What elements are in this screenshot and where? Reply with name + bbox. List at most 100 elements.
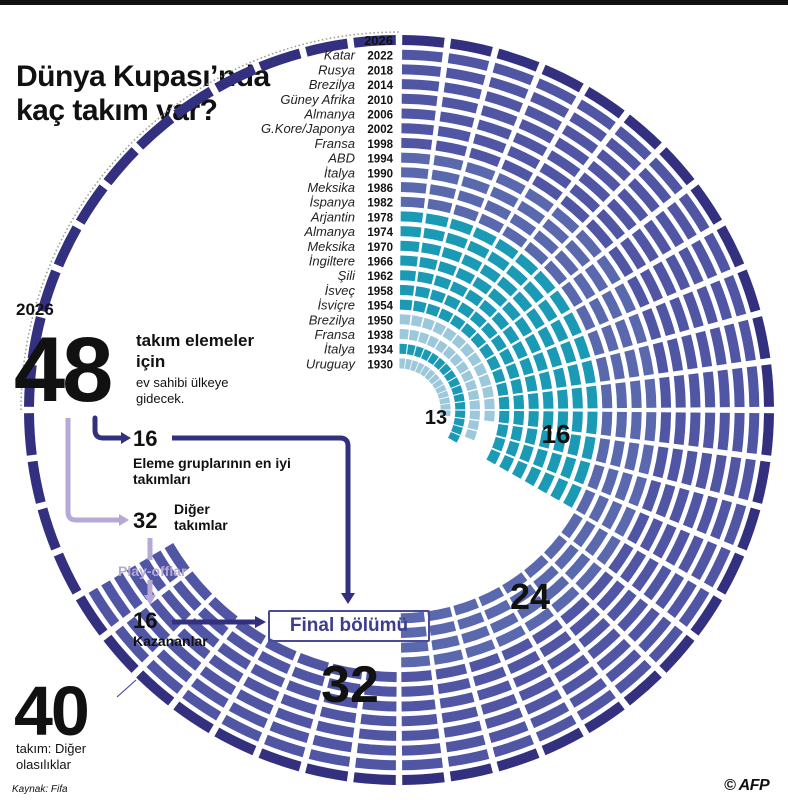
ring-segment: [561, 281, 583, 307]
ring-segment: [480, 693, 518, 715]
ring-segment: [353, 772, 396, 785]
ring-segment: [581, 360, 596, 384]
ring-segment: [243, 676, 280, 702]
ring-segment: [410, 360, 419, 372]
ring-segment: [601, 290, 623, 320]
ring-segment: [614, 319, 633, 348]
ring-segment: [432, 321, 447, 336]
ring-segment: [417, 271, 435, 285]
ring-segment: [746, 413, 760, 454]
ring-segment: [643, 565, 672, 601]
ring-segment: [502, 301, 521, 322]
ring-segment: [24, 364, 37, 407]
ring-segment: [502, 572, 528, 594]
ring-segment: [586, 411, 598, 435]
ring-segment: [542, 575, 570, 602]
ring-segment: [564, 553, 591, 581]
ring-segment: [457, 302, 475, 319]
ring-segment: [571, 411, 583, 433]
ring-segment: [447, 431, 461, 443]
ring-segment: [652, 446, 669, 479]
arrow-head: [341, 593, 355, 604]
ring-segment: [615, 411, 627, 438]
ring-segment: [136, 114, 175, 150]
ring-segment: [648, 157, 683, 195]
ring-segment: [401, 670, 433, 683]
ring-segment: [569, 183, 601, 213]
ring-segment: [441, 96, 479, 114]
year-label: 2022: [367, 51, 393, 63]
ring-segment: [429, 289, 446, 304]
ring-segment: [620, 550, 647, 583]
year-label: 2006: [367, 110, 393, 122]
ring-segment: [250, 663, 286, 688]
ring-segment: [265, 638, 297, 661]
ring-segment: [532, 448, 548, 468]
ring-segment: [524, 554, 549, 579]
ring-segment: [615, 382, 627, 409]
ring-segment: [427, 198, 453, 214]
ring-segment: [406, 344, 416, 356]
ring-segment: [531, 175, 563, 201]
arrow-head: [144, 595, 156, 605]
ring-segment: [738, 319, 756, 362]
ring-segment: [530, 702, 570, 729]
ring-segment: [457, 190, 485, 208]
ring-segment: [606, 589, 637, 622]
ring-segment: [426, 335, 439, 349]
ring-segment: [257, 650, 291, 675]
ring-segment: [524, 241, 549, 266]
year-label: 1970: [367, 242, 393, 254]
ring-segment: [518, 118, 555, 144]
ring-segment: [554, 544, 579, 570]
ring-segment: [464, 379, 478, 392]
ring-segment: [512, 132, 548, 157]
ring-segment: [560, 195, 590, 224]
ring-segment: [678, 193, 710, 233]
ring-segment: [308, 749, 351, 767]
ring-segment: [542, 391, 554, 409]
year-label: 1954: [367, 301, 393, 313]
ring-segment: [690, 184, 723, 225]
ring-segment: [461, 176, 490, 195]
host-label: Rusya: [318, 62, 355, 77]
year-2026-label: 2026: [16, 300, 54, 319]
ring-segment: [557, 389, 569, 409]
ring-segment: [723, 275, 747, 317]
playoff-label: Play-offlar: [118, 563, 187, 579]
winners-label: Kazananlar: [133, 633, 208, 649]
ring-segment: [495, 173, 526, 195]
ring-segment: [669, 297, 690, 333]
team-count-label: 32: [321, 656, 379, 714]
ring-segment: [596, 638, 631, 671]
ring-segment: [655, 210, 685, 248]
ring-segment: [554, 654, 590, 683]
ring-segment: [498, 410, 510, 424]
ring-segment: [682, 291, 704, 329]
ring-segment: [673, 412, 686, 445]
ring-segment: [648, 625, 683, 663]
ring-segment: [191, 678, 229, 708]
ring-segment: [358, 728, 397, 741]
ring-segment: [723, 456, 742, 497]
ring-segment: [400, 226, 422, 238]
ring-segment: [717, 369, 730, 408]
arrow-head: [121, 432, 131, 444]
ring-segment: [517, 200, 546, 225]
ring-segment: [702, 371, 716, 408]
ring-segment: [431, 635, 460, 651]
ring-segment: [445, 67, 486, 86]
host-label: ABD: [327, 151, 355, 166]
ring-segment: [447, 377, 461, 389]
ring-segment: [484, 707, 523, 729]
host-label: İspanya: [309, 195, 355, 210]
ring-segment: [37, 507, 61, 551]
ring-segment: [431, 169, 460, 185]
year-label: 1990: [367, 168, 393, 180]
ring-segment: [401, 79, 440, 92]
ring-segment: [330, 663, 363, 680]
ring-segment: [717, 412, 730, 451]
ring-segment: [496, 48, 540, 72]
ring-segment: [479, 264, 501, 283]
ring-segment: [401, 137, 433, 150]
